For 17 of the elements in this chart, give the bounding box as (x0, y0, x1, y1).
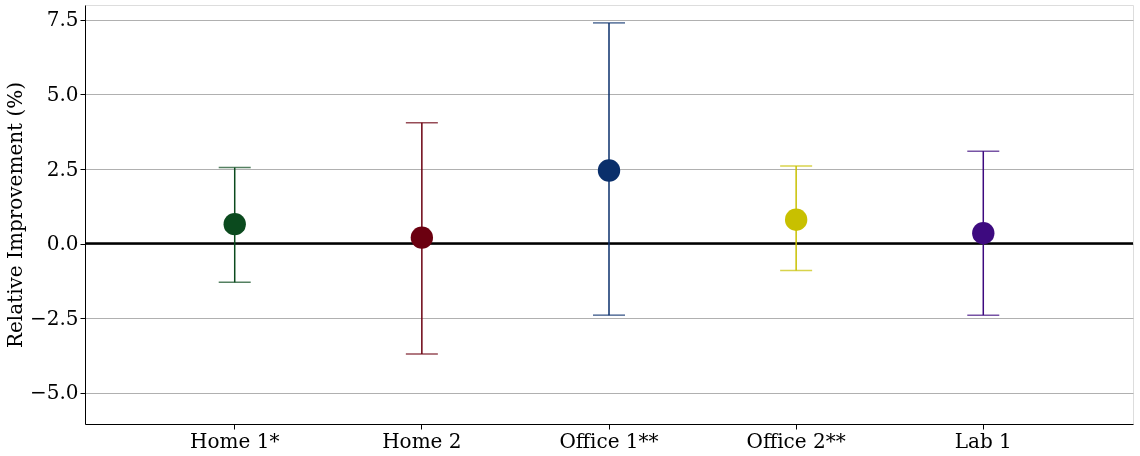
point (784, 208, 808, 231)
x-tick-label: Home 1* (190, 428, 280, 453)
point (972, 221, 995, 245)
y-tick-label: 5.0 (46, 81, 79, 106)
x-tick-label: Lab 1 (954, 428, 1012, 453)
y-tick-label: 2.5 (46, 156, 79, 181)
x-tick-label: Office 2** (746, 428, 846, 453)
y-axis-title: Relative Improvement (%) (2, 81, 27, 349)
point (223, 213, 246, 236)
point (410, 226, 434, 249)
x-tick-label: Home 2 (382, 428, 462, 453)
point (597, 159, 621, 182)
y-tick-label: −2.5 (29, 305, 79, 330)
y-tick-label: −5.0 (29, 380, 79, 405)
y-tick-label: 0.0 (46, 231, 79, 256)
y-tick-label: 7.5 (46, 7, 79, 32)
x-tick-label: Office 1** (559, 428, 659, 453)
